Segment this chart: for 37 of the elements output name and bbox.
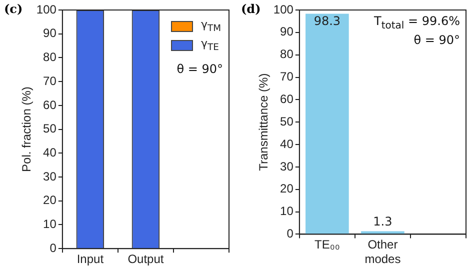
y-tick-label: 90 (280, 24, 294, 39)
y-tick-label: 30 (280, 159, 294, 174)
y-tick-label: 50 (280, 114, 294, 128)
y-tick-label: 80 (43, 50, 57, 64)
data-label: 98.3 (314, 14, 341, 28)
y-tick-label: 50 (43, 122, 57, 136)
y-axis-title: Pol. fraction (%) (20, 86, 34, 172)
y-tick-label: 0 (50, 240, 57, 255)
data-label: 1.3 (373, 214, 392, 228)
annotation: T$_{total}$ = 99.6% (374, 14, 460, 34)
x-tick-label: Other modes (364, 238, 401, 266)
y-tick-label: 80 (280, 47, 294, 62)
y-tick-label: 10 (280, 204, 294, 218)
annotation: θ = 90° (414, 33, 460, 48)
legend-label: γ$_{TE}$ (200, 37, 219, 54)
y-tick-label: 10 (43, 217, 57, 232)
y-tick-label: 20 (280, 182, 294, 196)
y-tick-label: 100 (273, 2, 294, 16)
y-tick-label: 90 (43, 26, 57, 40)
y-tick-label: 0 (286, 226, 294, 241)
x-tick-label: Output (128, 252, 164, 266)
y-axis-title: Transmittance (%) (256, 73, 271, 171)
y-tick-label: 100 (36, 2, 57, 16)
y-tick-label: 40 (280, 136, 294, 151)
annotation: θ = 90° (176, 62, 223, 77)
x-tick-label: TE₀₀ (314, 238, 340, 252)
text: (d) (241, 2, 261, 16)
y-tick-label: 20 (43, 193, 57, 208)
y-tick-label: 70 (280, 70, 294, 84)
y-tick-label: 40 (43, 145, 57, 160)
y-tick-label: 60 (43, 98, 57, 112)
x-tick-label: Input (76, 252, 104, 266)
y-tick-label: 30 (43, 169, 57, 184)
y-tick-label: 60 (280, 92, 294, 106)
text: (c) (4, 2, 23, 16)
y-tick-label: 70 (43, 74, 57, 88)
legend-label: γ$_{TM}$ (200, 18, 221, 34)
